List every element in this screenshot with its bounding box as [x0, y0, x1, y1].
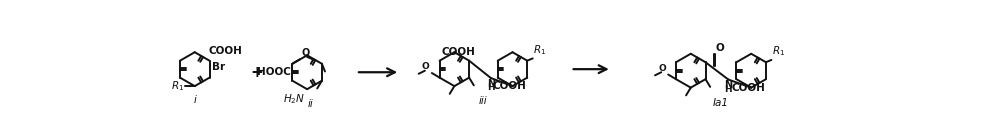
Text: COOH: COOH [209, 46, 243, 56]
Text: N: N [724, 80, 732, 90]
Text: O: O [302, 48, 310, 58]
Text: N: N [487, 79, 495, 89]
Text: H: H [487, 83, 495, 92]
Text: $R_1$: $R_1$ [171, 79, 185, 93]
Text: Ia1: Ia1 [713, 98, 729, 108]
Text: iii: iii [479, 96, 488, 106]
Text: O: O [422, 62, 430, 71]
Text: HOOC: HOOC [257, 67, 291, 77]
Text: H: H [725, 85, 732, 94]
Text: Br: Br [212, 62, 225, 72]
Text: i: i [193, 95, 196, 105]
Text: COOH: COOH [731, 83, 765, 93]
Text: COOH: COOH [441, 47, 475, 57]
Text: O: O [715, 43, 724, 53]
Text: COOH: COOH [493, 81, 526, 91]
Text: $H_2N$: $H_2N$ [283, 92, 305, 106]
Text: O: O [658, 64, 666, 73]
Text: ii: ii [308, 99, 314, 109]
Text: +: + [250, 65, 263, 80]
Text: $R_1$: $R_1$ [533, 43, 547, 57]
Text: $R_1$: $R_1$ [772, 45, 785, 58]
